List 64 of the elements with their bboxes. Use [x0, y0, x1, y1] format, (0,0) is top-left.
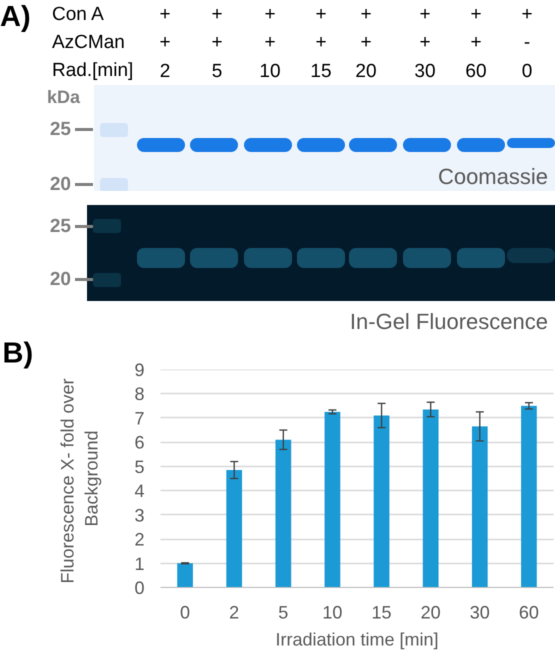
text: + [211, 4, 223, 24]
x-tick-label: 0 [180, 602, 190, 622]
x-tick-label: 2 [160, 60, 170, 82]
category-label: 20 [50, 174, 71, 196]
text: + [419, 32, 431, 52]
y-tick-label: 5 [134, 456, 145, 477]
category-label: 25 [50, 119, 71, 140]
x-tick-label: 5 [278, 602, 288, 622]
x-tick-label: 0 [522, 60, 532, 82]
bar [324, 412, 340, 588]
text: + [211, 32, 223, 52]
text: + [315, 4, 327, 24]
x-tick-label: 60 [465, 60, 487, 82]
x-tick-label: 20 [355, 60, 377, 82]
text: + [315, 32, 327, 52]
text: - [524, 32, 530, 52]
text: + [264, 4, 276, 24]
x-tick-label: 2 [229, 602, 240, 622]
x-tick-label: 15 [372, 602, 392, 622]
y-tick-label: Con A [52, 4, 104, 24]
y-tick-label: AzCMan [52, 32, 125, 52]
text: In-Gel Fluorescence [350, 309, 548, 334]
bar [422, 409, 439, 588]
chart-title: B) [2, 338, 34, 370]
x-tick-label: 5 [212, 60, 222, 82]
text: + [264, 32, 276, 52]
x-tick-label: 15 [310, 60, 332, 82]
chart-title: A) [0, 1, 31, 33]
y-tick-label: 4 [134, 481, 145, 502]
y-tick-label: 2 [134, 530, 145, 550]
x-tick-label: 60 [518, 602, 539, 622]
x-tick-label: 30 [470, 602, 490, 622]
bar [177, 563, 193, 588]
y-tick-label: 0 [134, 578, 145, 598]
x-tick-label: 20 [420, 602, 441, 622]
text: kDa [46, 87, 80, 107]
text: + [470, 32, 482, 52]
y-tick-label: 3 [134, 505, 145, 526]
y-tick-label: 7 [134, 408, 145, 428]
x-tick-label: 10 [322, 602, 342, 622]
text: + [470, 4, 482, 24]
bar [521, 406, 537, 588]
text: + [159, 4, 171, 24]
y-tick-label: 9 [134, 360, 145, 380]
x-axis-title: Rad.[min] [52, 60, 134, 80]
x-axis-title: Irradiation time [min] [275, 630, 439, 650]
text: + [419, 4, 431, 24]
text: + [521, 4, 533, 24]
bar [472, 426, 488, 588]
category-label: 20 [50, 269, 71, 290]
text: + [360, 4, 372, 24]
y-tick-label: 1 [134, 554, 145, 574]
bar [226, 470, 242, 588]
text: Coomassie [438, 164, 548, 189]
x-tick-label: 30 [414, 60, 436, 82]
bar [374, 416, 390, 588]
bar [275, 440, 292, 588]
text: + [159, 32, 171, 52]
x-tick-label: 10 [259, 60, 281, 82]
y-tick-label: 6 [134, 432, 145, 453]
y-axis-title: Fluorescence X- fold over Background [57, 378, 102, 584]
category-label: 25 [50, 216, 71, 237]
y-tick-label: 8 [134, 384, 145, 404]
text: + [360, 32, 372, 52]
